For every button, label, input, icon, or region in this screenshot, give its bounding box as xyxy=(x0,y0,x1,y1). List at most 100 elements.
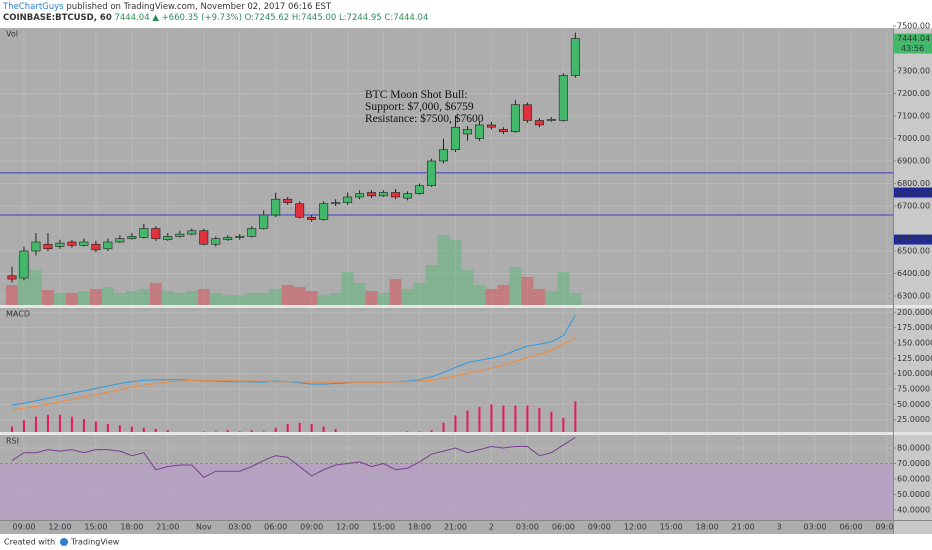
volume-bar xyxy=(185,291,198,305)
macd-histogram-bar xyxy=(238,431,241,432)
annotation: BTC Moon Shot Bull: xyxy=(365,89,468,101)
macd-histogram-bar xyxy=(310,424,313,432)
candle-body xyxy=(67,241,77,246)
x-tick-label: 3 xyxy=(777,523,782,532)
author: TheChartGuys xyxy=(2,2,64,12)
candle-body xyxy=(319,203,329,220)
x-tick-label: 2 xyxy=(489,523,494,532)
macd-histogram-bar xyxy=(526,405,529,432)
candle-body xyxy=(175,233,185,237)
macd-histogram-bar xyxy=(466,410,469,432)
macd-histogram-bar xyxy=(502,405,505,432)
rsi-band xyxy=(0,463,893,520)
volume-bar xyxy=(389,279,402,305)
x-tick-label: 12:00 xyxy=(624,523,647,532)
y-tick-label: 6800.00 xyxy=(897,179,930,188)
macd-histogram-bar xyxy=(214,431,217,432)
candle-body xyxy=(271,198,281,216)
y-tick-label: 40.0000 xyxy=(897,505,930,514)
candle-body xyxy=(474,124,484,139)
x-tick-label: 18:00 xyxy=(120,523,143,532)
candle-body xyxy=(7,275,17,280)
volume-bar xyxy=(533,289,546,305)
macd-histogram-bar xyxy=(442,422,445,432)
y-tick-label: 7000.00 xyxy=(897,134,930,143)
macd-histogram-bar xyxy=(550,411,553,432)
volume-bar xyxy=(365,291,378,305)
x-tick-label: 18:00 xyxy=(408,523,431,532)
volume-bar xyxy=(461,270,474,305)
y-tick-label: 6500.00 xyxy=(897,246,930,255)
volume-bar xyxy=(473,285,486,305)
volume-bar xyxy=(401,289,414,305)
candle-body xyxy=(163,236,173,241)
y-tick-label: 50.0000 xyxy=(897,400,930,409)
y-tick-label: 7500.00 xyxy=(897,21,930,30)
macd-histogram-bar xyxy=(130,426,133,432)
volume-bar xyxy=(377,293,390,305)
macd-histogram-bar xyxy=(82,419,85,432)
macd-histogram-bar xyxy=(226,430,229,432)
candle-body xyxy=(115,238,125,243)
macd-histogram-bar xyxy=(22,420,25,432)
annotation: Support: $7,000, $6759 xyxy=(365,100,474,113)
volume-bar xyxy=(353,283,366,305)
y-tick-label: 125.0000 xyxy=(897,354,932,363)
volume-bar xyxy=(521,277,534,305)
x-tick-label: 06:00 xyxy=(840,523,863,532)
macd-histogram-bar xyxy=(118,425,121,432)
x-tick-label: 09:00 xyxy=(300,523,323,532)
macd-histogram-bar xyxy=(298,422,301,432)
annotation: Resistance: $7500, $7600 xyxy=(365,112,484,125)
price-tag-label: 6550.79 xyxy=(897,235,930,244)
macd-histogram-bar xyxy=(262,431,265,432)
macd-histogram-bar xyxy=(286,424,289,432)
candle-body xyxy=(331,202,341,205)
macd-histogram-bar xyxy=(58,414,61,432)
candle-body xyxy=(486,124,496,128)
volume-bar xyxy=(269,289,282,305)
macd-histogram-bar xyxy=(490,404,493,432)
macd-histogram-bar xyxy=(70,416,73,432)
x-tick-label: 15:00 xyxy=(84,523,107,532)
y-tick-label: 75.0000 xyxy=(897,385,930,394)
candle-body xyxy=(223,237,233,241)
macd-histogram-bar xyxy=(562,417,565,432)
price-axis-background xyxy=(893,28,932,534)
volume-bar xyxy=(5,285,18,305)
volume-bar xyxy=(425,265,438,305)
last: 7444.04 xyxy=(114,13,149,23)
volume-bar xyxy=(413,283,426,305)
candle-body xyxy=(450,126,460,151)
x-tick-label: 09:00 xyxy=(12,523,35,532)
candle-body xyxy=(522,104,532,121)
candle-body xyxy=(403,193,413,199)
macd-histogram-bar xyxy=(406,431,409,432)
candle-body xyxy=(55,242,65,247)
x-tick-label: Nov xyxy=(196,523,212,532)
volume-bar xyxy=(329,293,342,305)
candle-body xyxy=(247,228,257,237)
candle-body xyxy=(570,38,580,76)
x-tick-label: 09:00 xyxy=(588,523,611,532)
y-tick-label: 6400.00 xyxy=(897,269,930,278)
x-tick-label: 18:00 xyxy=(696,523,719,532)
candle-body xyxy=(415,185,425,194)
volume-bar xyxy=(65,293,78,305)
volume-bar xyxy=(89,289,102,305)
x-tick-label: 06:00 xyxy=(264,523,287,532)
x-tick-label: 15:00 xyxy=(660,523,683,532)
volume-bar xyxy=(341,272,354,305)
ohlc: O:7245.62 H:7445.00 L:7244.95 C:7444.04 xyxy=(245,13,429,23)
candle-body xyxy=(31,241,41,252)
candle-body xyxy=(127,236,137,239)
volume-bar xyxy=(485,289,498,305)
macd-histogram-bar xyxy=(454,415,457,432)
macd-histogram-bar xyxy=(142,427,145,432)
volume-bar xyxy=(317,295,330,305)
symbol: COINBASE:BTCUSD, 60 xyxy=(3,13,112,23)
candle-body xyxy=(307,216,317,220)
volume-bar xyxy=(293,287,306,305)
candle-body xyxy=(427,160,437,187)
volume-bar xyxy=(305,291,318,305)
